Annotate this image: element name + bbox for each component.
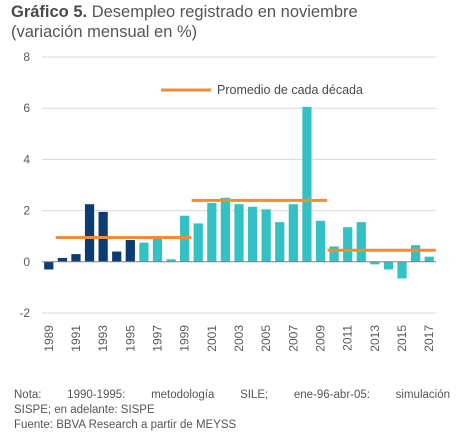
- bar-2017: [424, 256, 434, 262]
- y-tick-label: 6: [23, 101, 30, 115]
- bar-1994: [112, 251, 122, 262]
- note-line-2: SISPE; en adelante: SISPE: [14, 404, 155, 416]
- chart-notes: Nota: 1990-1995: metodología SILE; ene-9…: [14, 388, 450, 433]
- y-tick-label: -2: [19, 306, 30, 320]
- chart-title-block: Gráfico 5. Desempleo registrado en novie…: [11, 2, 358, 42]
- x-tick-label: 2001: [205, 325, 219, 352]
- bar-1996: [139, 242, 149, 262]
- chart-title-rest: Desempleo registrado en noviembre: [91, 3, 358, 21]
- bar-2009: [315, 220, 326, 262]
- bar-chart: -2 0 2 4 6 8 Promedio de cada década 1989 1991 19…: [19, 50, 436, 352]
- x-tick-label: 1995: [123, 325, 137, 352]
- x-tick-label: 1999: [178, 325, 192, 352]
- x-tick-label: 1993: [96, 325, 110, 352]
- x-tick-label: 2005: [259, 325, 273, 352]
- y-tick-label: 2: [23, 204, 30, 218]
- bar-2001: [207, 202, 217, 262]
- source-line: Fuente: BBVA Research a partir de MEYSS: [14, 419, 237, 431]
- bar-1997: [152, 238, 163, 262]
- y-tick-label: 8: [23, 50, 30, 64]
- y-tick-label: 4: [23, 152, 30, 166]
- chart-subtitle: (variación mensual en %): [11, 23, 198, 41]
- bar-2006: [275, 222, 285, 262]
- x-tick-label: 2003: [232, 325, 246, 352]
- bar-1989: [44, 261, 54, 270]
- y-tick-label: 0: [23, 255, 30, 269]
- x-tick-label: 2011: [341, 325, 355, 351]
- x-tick-label: 2015: [395, 325, 409, 352]
- x-tick-label: 1997: [150, 325, 164, 352]
- bar-1990: [57, 257, 67, 262]
- bar-2016: [411, 245, 421, 262]
- bar-2012: [356, 222, 366, 262]
- bar-1998: [166, 259, 176, 262]
- bar-2008: [302, 106, 312, 262]
- legend-label: Promedio de cada década: [217, 83, 363, 97]
- bar-1991: [71, 254, 81, 262]
- bar-2003: [234, 204, 244, 262]
- bar-2011: [343, 227, 353, 262]
- bar-2002: [220, 197, 231, 262]
- x-tick-label: 2009: [314, 325, 328, 352]
- bar-2013: [370, 261, 380, 265]
- x-tick-label: 2017: [422, 325, 436, 352]
- bar-1992: [84, 204, 95, 262]
- chart-title: Gráfico 5. Desempleo registrado en novie…: [11, 2, 358, 22]
- x-tick-label: 1989: [42, 325, 56, 352]
- x-tick-label: 1991: [69, 325, 83, 352]
- bar-1995: [125, 240, 135, 262]
- chart-title-bold: Gráfico 5.: [11, 3, 88, 21]
- bar-2007: [288, 204, 298, 262]
- bar-2015: [397, 261, 407, 279]
- x-tick-label: 2007: [286, 325, 300, 352]
- bar-2005: [261, 209, 271, 262]
- bar-2000: [193, 223, 203, 262]
- x-tick-label: 2013: [368, 325, 382, 352]
- bar-2010: [329, 246, 339, 262]
- note-line-1: Nota: 1990-1995: metodología SILE; ene-9…: [14, 389, 450, 401]
- bar-2004: [247, 206, 258, 262]
- bar-2014: [383, 261, 394, 270]
